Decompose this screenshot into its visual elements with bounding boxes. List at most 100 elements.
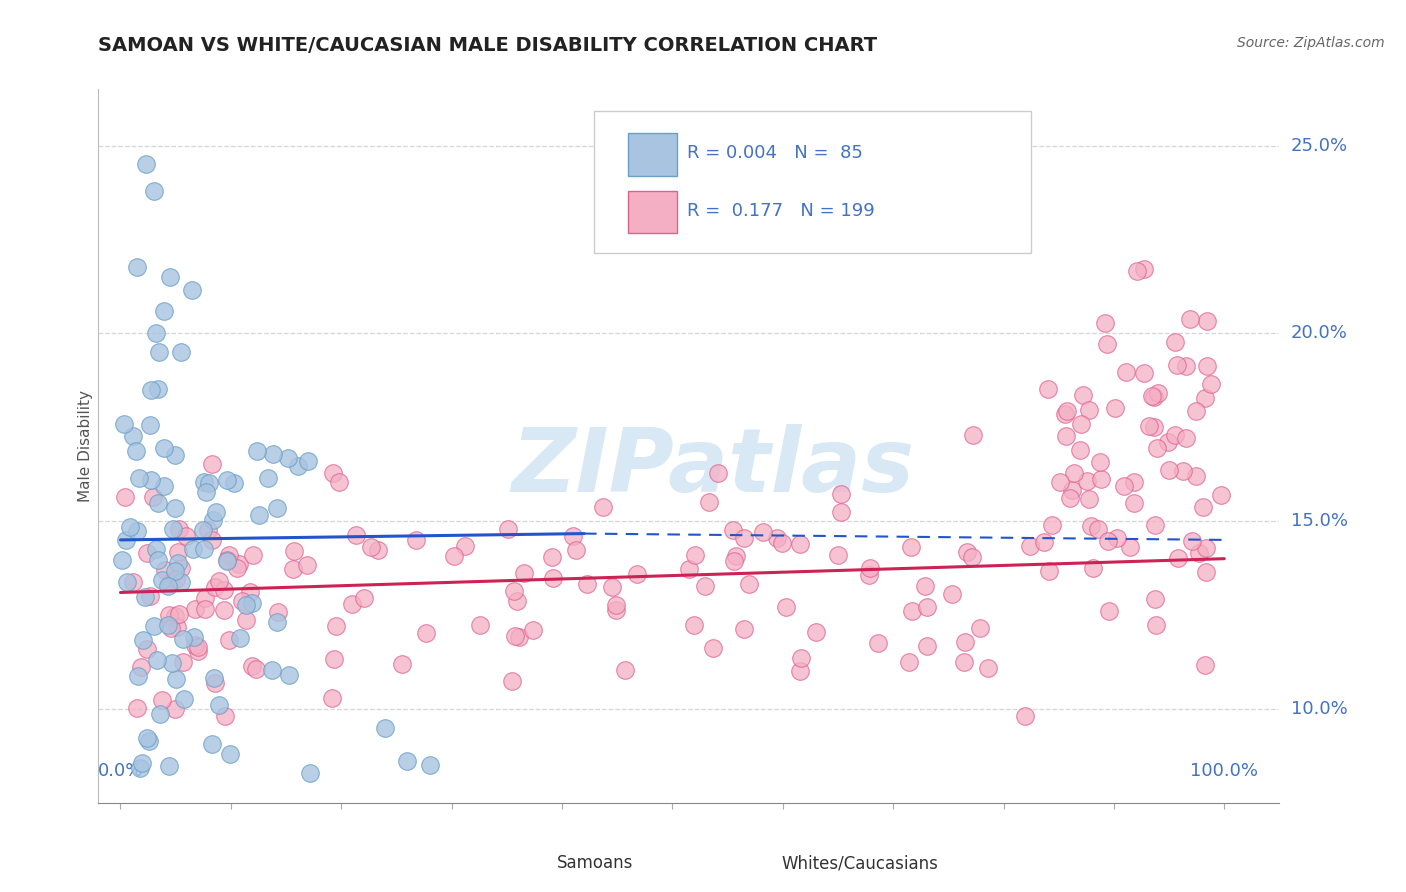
Point (941, 587, 963, 601)
Point (235, 613, 257, 627)
Point (157, 759, 180, 773)
Point (136, 546, 159, 560)
Point (443, 549, 465, 563)
Point (1104, 401, 1126, 416)
Point (344, 528, 367, 542)
Point (1144, 518, 1167, 533)
Point (287, 459, 309, 474)
Point (159, 576, 181, 591)
Point (789, 665, 811, 679)
Point (204, 580, 226, 594)
Point (1199, 377, 1222, 392)
Point (160, 621, 183, 635)
Point (1097, 534, 1119, 549)
Point (1032, 534, 1054, 549)
Point (173, 691, 195, 706)
Point (145, 542, 167, 557)
Point (752, 525, 775, 540)
Point (238, 585, 260, 599)
Point (960, 549, 983, 564)
Point (419, 758, 441, 772)
Point (166, 620, 188, 634)
Point (266, 615, 288, 629)
Point (723, 524, 745, 538)
Point (1070, 417, 1092, 431)
Text: Whites/Caucasians: Whites/Caucasians (782, 855, 938, 872)
Point (208, 698, 231, 712)
Point (702, 640, 724, 655)
Point (956, 545, 979, 559)
Point (122, 428, 145, 442)
Point (605, 603, 627, 617)
Point (1195, 566, 1218, 580)
Point (193, 523, 215, 537)
Point (165, 572, 187, 586)
Point (1122, 475, 1144, 490)
Point (1175, 359, 1198, 373)
Point (1142, 390, 1164, 404)
Point (150, 573, 173, 587)
Point (135, 157, 157, 171)
Point (1171, 464, 1194, 478)
Point (214, 709, 236, 723)
Point (562, 529, 585, 543)
FancyBboxPatch shape (498, 844, 550, 883)
Point (187, 644, 209, 658)
Point (201, 457, 224, 471)
Text: Samoans: Samoans (557, 855, 633, 872)
Point (139, 473, 162, 487)
Point (208, 574, 231, 589)
Point (1133, 366, 1156, 380)
Point (1137, 418, 1160, 433)
Point (114, 491, 136, 505)
Point (114, 533, 136, 547)
Point (683, 548, 706, 562)
Point (915, 640, 938, 654)
Point (138, 734, 160, 748)
Point (148, 495, 170, 509)
Point (564, 542, 586, 557)
Point (267, 605, 290, 619)
Point (215, 552, 238, 566)
Point (1090, 454, 1112, 468)
Point (775, 600, 797, 615)
Point (391, 657, 413, 672)
Point (139, 418, 162, 433)
Point (1178, 311, 1201, 326)
Point (1114, 478, 1136, 492)
Point (1146, 442, 1168, 456)
Point (152, 442, 174, 456)
Point (1056, 429, 1078, 443)
Y-axis label: Male Disability: Male Disability (77, 390, 93, 502)
Point (245, 662, 267, 676)
Point (167, 545, 190, 559)
Point (135, 731, 157, 746)
Point (202, 671, 225, 685)
Point (405, 533, 427, 547)
Point (242, 548, 264, 562)
Point (614, 663, 637, 677)
Point (733, 531, 755, 545)
Point (789, 537, 811, 551)
Point (1185, 469, 1208, 483)
Text: SAMOAN VS WHITE/CAUCASIAN MALE DISABILITY CORRELATION CHART: SAMOAN VS WHITE/CAUCASIAN MALE DISABILIT… (98, 36, 877, 54)
Point (167, 522, 190, 536)
Point (1119, 541, 1142, 555)
Point (131, 756, 153, 770)
Point (148, 345, 170, 359)
Point (969, 621, 991, 635)
Point (502, 583, 524, 598)
Point (468, 618, 491, 632)
Point (859, 560, 882, 574)
Point (830, 506, 852, 520)
FancyBboxPatch shape (595, 111, 1032, 253)
Point (145, 326, 167, 341)
Point (187, 640, 209, 654)
Point (228, 557, 250, 571)
Point (1142, 389, 1164, 403)
Point (1078, 492, 1101, 507)
Point (1194, 657, 1216, 672)
Point (204, 676, 226, 690)
Point (201, 533, 224, 547)
Point (136, 642, 159, 657)
